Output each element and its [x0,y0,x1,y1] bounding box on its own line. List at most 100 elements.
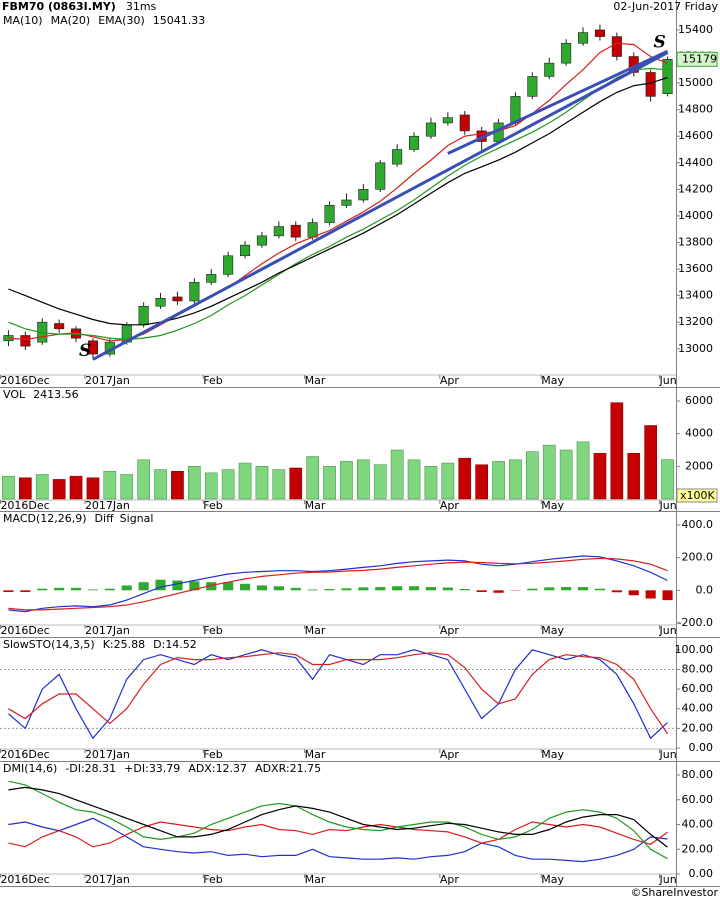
macd-histogram [3,590,14,592]
macd-histogram [20,590,31,592]
indicator-line [8,780,668,860]
volume-bar [627,453,641,500]
macd-histogram [662,590,673,601]
candle-body [375,162,386,190]
candle-body [594,29,605,37]
x-tick-label: May [541,499,564,512]
candle-body [138,305,149,326]
macd-histogram [645,590,656,599]
macd-histogram [493,590,504,593]
y-tick-label: 4000 [685,427,713,440]
legend-name: D: [153,638,165,651]
y-tick-label: 13600 [678,262,713,275]
x-tick-label: May [541,374,564,387]
x-tick-label: Feb [203,499,222,512]
x-tick-label: Jun [659,624,677,637]
volume-bar [204,472,218,500]
y-tick-label: 2000 [685,459,713,472]
macd-histogram [408,586,420,591]
x-tick-label: 2016Dec [0,374,49,387]
candle-body [611,36,622,57]
x-tick-label: Mar [305,499,326,512]
y-tick-label: 15000 [678,76,713,89]
candle-body [358,189,369,201]
macd-histogram [577,587,589,591]
legend-value: 15041.33 [153,14,206,27]
price-tag: 15179 [682,52,717,65]
x-tick-label: 2017Jan [85,873,130,886]
y-tick-label: 14400 [678,156,713,169]
indicator-line [8,786,668,848]
macd-histogram [189,581,200,591]
volume-bar [390,449,404,500]
macd-histogram [628,590,639,596]
macd-histogram [290,587,301,591]
candle-body [544,62,555,77]
y-tick-label: 14000 [678,209,713,222]
y-tick-label: 400.0 [682,518,714,531]
indicator-line [8,652,668,735]
x-tick-label: Jun [659,374,677,387]
macd-histogram [256,585,268,591]
volume-bar [137,459,150,500]
macd-histogram [476,590,487,592]
panel-title: MACD(12,26,9) [3,512,87,525]
chart-subtitle: 31ms [126,0,157,13]
volume-bar [35,474,49,500]
y-tick-label: 13200 [678,315,713,328]
candle-body [240,244,251,257]
ma-line [8,77,668,326]
volume-bar [475,464,488,500]
volume-bar [526,451,539,500]
x-tick-label: 2017Jan [85,374,130,387]
candle-body [256,235,267,246]
volume-bar [610,402,624,500]
macd-histogram [37,588,48,591]
volume-bar [323,466,336,500]
x-tick-label: Jun [659,873,677,886]
legend-name: ADXR: [255,762,290,775]
candle-body [324,204,335,223]
panel-title: SlowSTO(14,3,5) [3,638,95,651]
y-tick-label: 20.00 [682,721,714,734]
candle-body [392,149,403,165]
x-tick-label: May [541,624,564,637]
y-tick-label: 60.00 [682,793,714,806]
volume-bar [492,461,505,500]
y-tick-label: 200.0 [682,551,714,564]
x-tick-label: Mar [305,873,326,886]
macd-histogram [375,587,386,591]
volume-bar [221,469,235,500]
x-tick-label: Mar [305,374,326,387]
y-tick-label: 40.00 [682,818,714,831]
candle-body [341,199,352,206]
candle-body [223,255,234,275]
legend-value: 12.37 [216,762,248,775]
trend-label: S [79,341,91,361]
chart-title: FBM70 (0863I.MY) [2,0,116,13]
x-tick-label: 2017Jan [85,499,130,512]
candle-body [20,335,31,347]
macd-histogram [459,589,470,591]
y-tick-label: -200.0 [678,616,713,629]
macd-histogram [341,588,352,591]
y-tick-label: 20.00 [682,842,714,855]
candle-body [54,323,65,330]
y-tick-label: 13800 [678,235,713,248]
macd-histogram [206,582,217,591]
y-tick-label: 14200 [678,182,713,195]
volume-bar [661,459,674,500]
x-tick-label: 2017Jan [85,748,130,761]
legend-value: 14.52 [165,638,197,651]
macd-histogram [324,589,335,591]
x-tick-label: Apr [440,748,460,761]
volume-bar [542,444,556,500]
macd-histogram [54,587,65,591]
legend-name: Signal [120,512,154,525]
y-tick-label: 60.00 [682,682,714,695]
volume-bar [644,425,657,500]
ma-line [8,42,668,342]
volume-bar [306,456,319,500]
x-tick-label: May [541,873,564,886]
